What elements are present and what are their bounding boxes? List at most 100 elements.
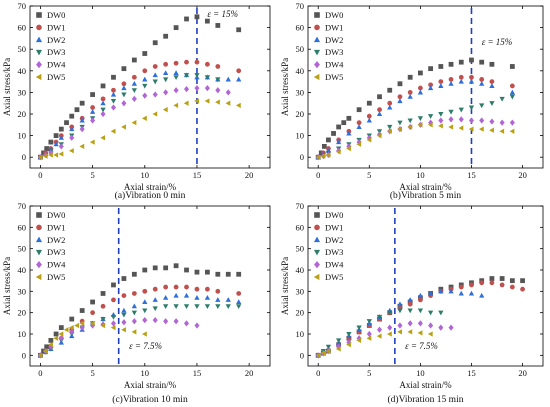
legend-label: DW3: [47, 47, 65, 57]
y-tick-label: 20: [18, 109, 27, 119]
x-tick-label: 10: [141, 170, 150, 180]
data-point: [489, 127, 494, 133]
data-point: [427, 310, 434, 316]
data-point: [163, 318, 169, 325]
data-point: [131, 88, 137, 93]
data-point: [152, 317, 158, 324]
data-point: [204, 269, 210, 275]
legend-marker: [35, 249, 43, 256]
data-point: [509, 89, 515, 95]
data-point: [448, 288, 454, 294]
data-point: [469, 57, 474, 63]
data-point: [100, 96, 106, 102]
data-point: [346, 339, 352, 346]
data-point: [236, 299, 242, 305]
data-point: [387, 104, 393, 110]
y-tick-label: 10: [18, 131, 27, 141]
data-point: [335, 346, 341, 352]
data-point: [346, 342, 351, 348]
data-point: [417, 297, 423, 303]
x-axis-title: Axial strain/%: [124, 380, 177, 390]
data-point: [438, 288, 444, 294]
data-point: [335, 149, 341, 155]
data-point: [152, 40, 158, 46]
data-point: [397, 120, 403, 126]
data-point: [142, 115, 147, 121]
chart-panel-3: 0 5 10 15 20 0 10 20 30 40 50 60 70 Axial strain/% Axi…: [2, 201, 271, 405]
data-point: [90, 322, 96, 329]
data-point: [110, 314, 117, 320]
data-point: [417, 70, 423, 76]
data-point: [407, 329, 413, 335]
x-tick-label: 15: [193, 170, 202, 180]
data-point: [131, 329, 137, 335]
data-point: [58, 331, 64, 337]
strain-annotation: ε = 7.5%: [405, 341, 438, 351]
data-point: [478, 126, 484, 132]
data-point: [366, 117, 372, 123]
data-point: [438, 64, 444, 69]
data-point: [376, 333, 382, 339]
data-point: [366, 100, 372, 106]
y-tick-label: 60: [296, 23, 305, 33]
data-point: [194, 14, 200, 20]
data-point: [320, 153, 326, 159]
series-DW5: [315, 122, 515, 160]
x-tick-label: 20: [518, 368, 527, 378]
y-tick-label: 50: [296, 44, 305, 54]
y-axis-title: Axial stress/kPa: [280, 58, 290, 116]
data-point: [152, 64, 158, 69]
legend-label: DW0: [47, 10, 65, 20]
strain-annotation: ε = 7.5%: [129, 341, 162, 351]
legend-label: DW4: [47, 260, 66, 270]
data-point: [479, 292, 485, 298]
data-point: [509, 83, 515, 89]
y-tick-label: 20: [296, 308, 305, 318]
x-tick-label: 0: [38, 170, 42, 180]
y-tick-label: 60: [18, 23, 27, 33]
data-point: [183, 292, 190, 298]
data-point: [184, 86, 190, 93]
data-point: [468, 126, 474, 132]
data-point: [183, 304, 190, 310]
data-point: [110, 324, 116, 331]
data-point: [448, 109, 454, 115]
series-DW0: [38, 14, 242, 160]
data-point: [194, 322, 200, 329]
data-point: [53, 335, 59, 341]
x-tick-label: 20: [245, 368, 254, 378]
strain-annotation: ε = 15%: [482, 37, 513, 47]
y-tick-label: 60: [18, 222, 27, 232]
data-point: [142, 68, 148, 74]
data-point: [315, 352, 321, 358]
y-tick-label: 0: [22, 152, 26, 162]
data-point: [163, 33, 169, 39]
data-point: [438, 117, 444, 124]
x-tick-label: 10: [141, 368, 150, 378]
data-point: [121, 66, 127, 72]
data-point: [204, 18, 210, 24]
data-point: [69, 126, 75, 132]
data-point: [397, 98, 403, 104]
series-DW2: [315, 78, 515, 160]
y-tick-label: 50: [18, 244, 27, 254]
data-point: [100, 107, 106, 113]
data-point: [194, 59, 200, 65]
data-point: [163, 89, 169, 96]
data-point: [407, 90, 413, 95]
data-point: [479, 59, 485, 65]
y-tick-label: 20: [18, 308, 27, 318]
data-point: [79, 308, 85, 313]
legend-label: DW1: [325, 22, 343, 32]
legend-marker: [36, 24, 42, 31]
data-point: [163, 61, 169, 67]
y-tick-label: 10: [18, 329, 27, 339]
data-point: [489, 280, 495, 286]
data-point: [89, 320, 95, 326]
data-point: [215, 304, 221, 310]
data-point: [37, 352, 43, 358]
data-point: [489, 101, 495, 106]
legend-label: DW1: [325, 222, 343, 232]
data-point: [142, 288, 148, 294]
data-point: [397, 308, 403, 314]
